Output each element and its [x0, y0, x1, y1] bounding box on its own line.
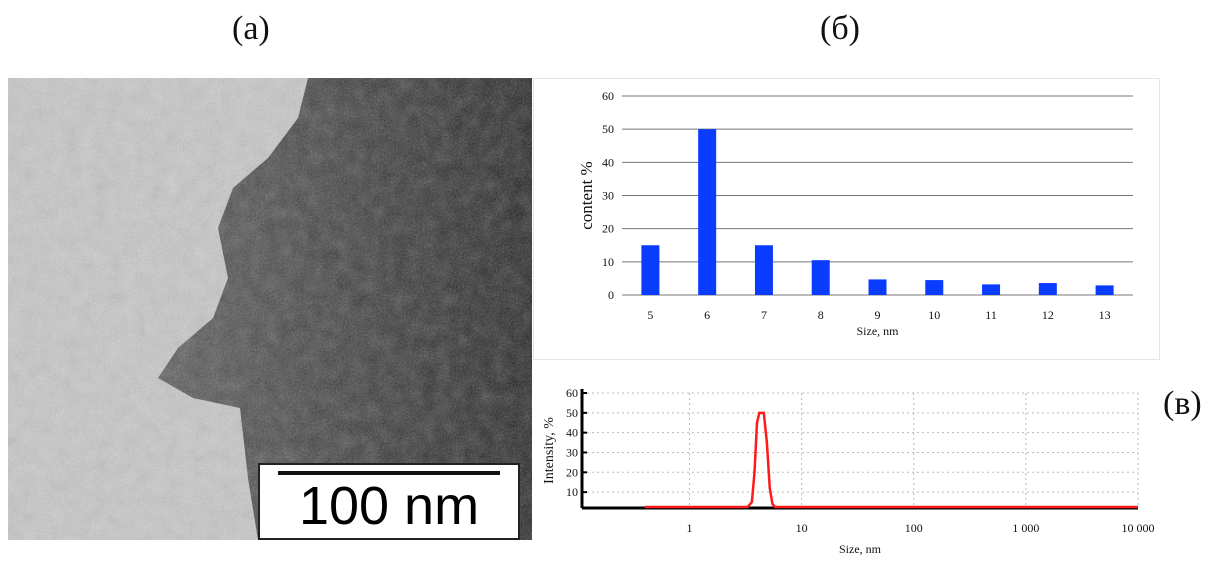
- y-tick-label: 50: [602, 122, 614, 136]
- x-tick-label: 7: [761, 308, 767, 322]
- x-tick-label: 10 000: [1122, 521, 1155, 535]
- y-tick-label: 20: [602, 222, 614, 236]
- intensity-curve: [644, 411, 1138, 509]
- bar-13: [1095, 285, 1114, 295]
- y-tick-label: 50: [566, 406, 578, 420]
- bar-6: [698, 129, 717, 295]
- panel-label-a: (a): [232, 10, 270, 47]
- y-tick-label: 30: [602, 189, 614, 203]
- y-tick-label: 60: [602, 89, 614, 103]
- bar-11: [982, 284, 1001, 295]
- y-tick-label: 20: [566, 465, 578, 479]
- bar-5: [641, 245, 660, 295]
- x-axis-label: Size, nm: [839, 542, 882, 556]
- x-axis-label: Size, nm: [857, 324, 900, 338]
- bar-9: [868, 279, 887, 295]
- x-tick-label: 11: [985, 308, 997, 322]
- x-tick-label: 13: [1099, 308, 1111, 322]
- scale-bar-label: 100 nm: [298, 476, 480, 536]
- y-tick-label: 10: [566, 485, 578, 499]
- x-tick-label: 1: [686, 521, 692, 535]
- y-tick-label: 10: [602, 255, 614, 269]
- scale-bar: 100 nm: [258, 463, 520, 540]
- x-tick-label: 1 000: [1012, 521, 1039, 535]
- y-tick-label: 40: [566, 426, 578, 440]
- y-tick-label: 0: [608, 288, 614, 302]
- bar-chart-panel: [533, 78, 1160, 360]
- x-tick-label: 10: [796, 521, 808, 535]
- x-tick-label: 6: [704, 308, 710, 322]
- y-tick-label: 60: [566, 386, 578, 400]
- x-tick-label: 10: [928, 308, 940, 322]
- panel-label-c: (в): [1163, 385, 1202, 422]
- y-tick-label: 40: [602, 155, 614, 169]
- x-tick-label: 9: [875, 308, 881, 322]
- scale-bar-line: [278, 471, 500, 475]
- panel-label-b: (б): [820, 10, 860, 47]
- y-axis-label: content %: [577, 161, 596, 229]
- y-tick-label: 30: [566, 445, 578, 459]
- x-tick-label: 12: [1042, 308, 1054, 322]
- bar-8: [811, 260, 830, 295]
- bar-12: [1038, 283, 1057, 295]
- x-tick-label: 100: [905, 521, 923, 535]
- bar-10: [925, 280, 944, 295]
- x-tick-label: 8: [818, 308, 824, 322]
- bar-7: [754, 245, 773, 295]
- x-tick-label: 5: [647, 308, 653, 322]
- y-axis-label: Intensity, %: [542, 417, 557, 484]
